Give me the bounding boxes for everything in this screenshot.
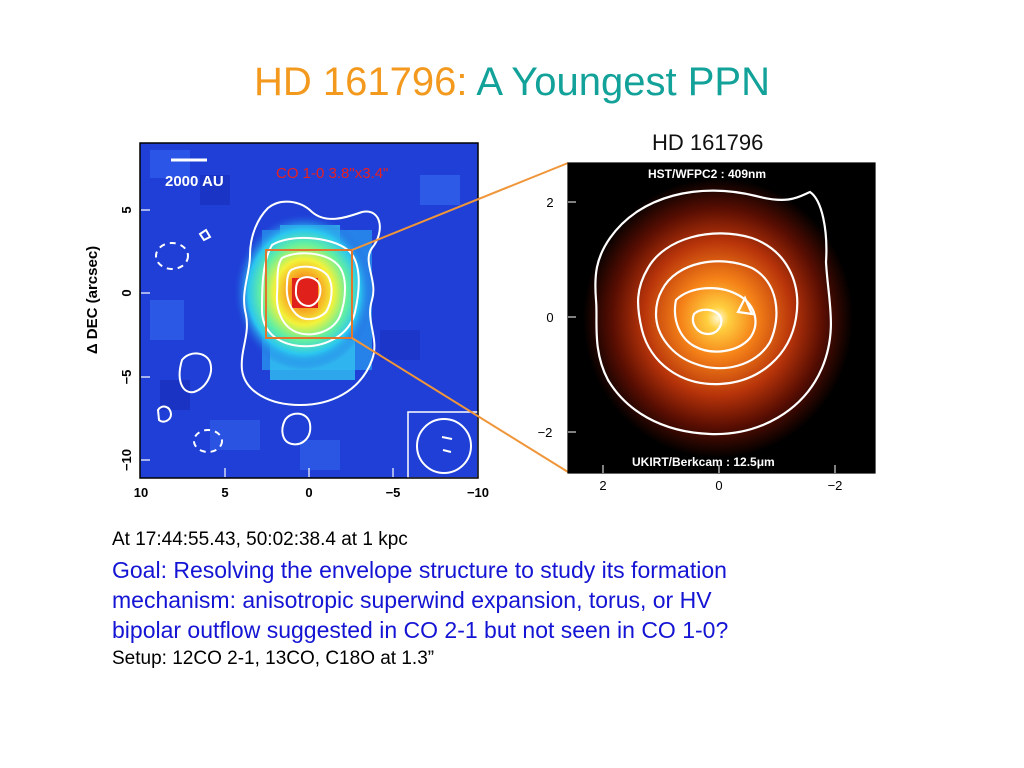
beam-inset-dash	[441, 436, 453, 453]
right-y-tick-2: 2	[546, 195, 553, 210]
slide-title: HD 161796: A Youngest PPN	[0, 58, 1024, 106]
right-x-tick-m2: −2	[828, 478, 843, 493]
left-x-tick-10: 10	[134, 485, 148, 500]
left-map-frame	[139, 142, 479, 479]
scale-bar-label: 2000 AU	[165, 173, 224, 190]
co-contour-4	[285, 265, 333, 320]
co-contour-blob-mid	[156, 405, 173, 423]
caption-block: At 17:44:55.43, 50:02:38.4 at 1 kpc Goal…	[112, 525, 892, 673]
right-x-tick-0: 0	[715, 478, 722, 493]
figure: 2000 AU CO 1-0 3.8"x3.4" 5 0 −5 −10 Δ DE…	[84, 130, 876, 500]
title-object-name: HD 161796:	[254, 60, 468, 104]
optical-glow	[583, 178, 853, 458]
beam-ellipse	[416, 418, 472, 474]
co-contour-blob-lower	[281, 412, 312, 446]
left-x-tick-5: 5	[221, 485, 228, 500]
left-y-tick-0: 0	[119, 289, 134, 296]
zoom-region-box	[265, 249, 353, 339]
right-y-tick-0: 0	[546, 310, 553, 325]
right-optical-image: HST/WFPC2 : 409nm UKIRT/Berkcam : 12.5μm	[567, 162, 876, 474]
right-image-frame	[567, 162, 876, 474]
caption-goal-line-3: bipolar outflow suggested in CO 2-1 but …	[112, 617, 729, 643]
co-contour-3	[275, 252, 346, 336]
right-panel-title: HD 161796	[652, 130, 763, 155]
ir-contour-2	[636, 232, 799, 386]
co-negative-contour-2	[193, 429, 223, 453]
co-contour-outer	[240, 200, 381, 407]
caption-goal-line-1: Goal: Resolving the envelope structure t…	[112, 557, 727, 583]
left-y-tick-m10: −10	[119, 449, 134, 471]
ir-contour-6	[736, 295, 754, 316]
ir-contour-5	[691, 308, 723, 336]
connector-line-top	[351, 162, 569, 251]
left-y-tick-5: 5	[119, 206, 134, 213]
ir-contour-outer	[594, 189, 832, 436]
ir-contour-4	[673, 287, 757, 353]
right-top-label: HST/WFPC2 : 409nm	[648, 167, 766, 181]
right-x-tick-2: 2	[599, 478, 606, 493]
left-y-axis-label: Δ DEC (arcsec)	[84, 246, 101, 354]
left-x-tick-m10: −10	[467, 485, 489, 500]
left-y-tick-m5: −5	[119, 370, 134, 385]
connector-line-bottom	[351, 337, 569, 473]
co-contour-5	[294, 276, 322, 308]
title-subtitle: A Youngest PPN	[476, 60, 770, 104]
right-bottom-label: UKIRT/Berkcam : 12.5μm	[632, 455, 775, 469]
caption-goal-line-2: mechanism: anisotropic superwind expansi…	[112, 587, 712, 613]
caption-setup: Setup: 12CO 2-1, 13CO, C18O at 1.3”	[112, 648, 435, 669]
co-negative-contour-1	[155, 242, 189, 270]
ir-contour-3	[654, 260, 778, 370]
left-x-tick-m5: −5	[386, 485, 401, 500]
left-x-tick-0: 0	[305, 485, 312, 500]
co-contour-2	[260, 236, 360, 348]
beam-label: CO 1-0 3.8"x3.4"	[276, 165, 388, 182]
beam-inset-box	[407, 411, 479, 479]
co-contour-blob-left	[178, 352, 212, 394]
caption-coordinates: At 17:44:55.43, 50:02:38.4 at 1 kpc	[112, 529, 408, 550]
co-contour-blob-tiny	[198, 228, 212, 242]
right-y-tick-m2: −2	[538, 425, 553, 440]
left-co-map: 2000 AU CO 1-0 3.8"x3.4"	[139, 142, 479, 479]
